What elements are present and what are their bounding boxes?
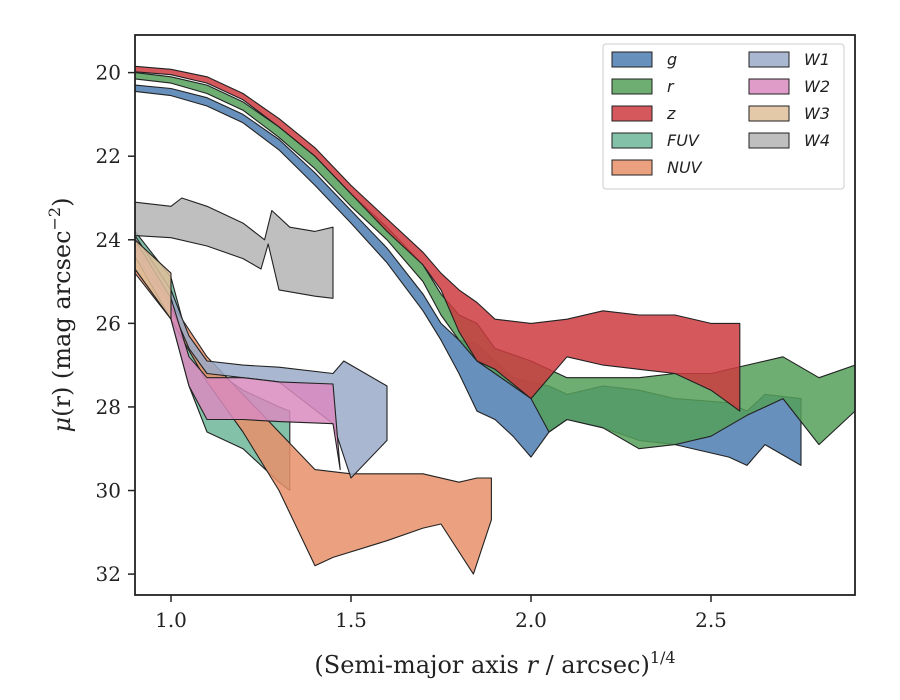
- legend-label-nuv: NUV: [667, 158, 703, 177]
- legend-swatch-w1: [748, 51, 790, 68]
- y-tick-label: 24: [96, 228, 121, 252]
- y-tick-label: 20: [96, 61, 121, 85]
- y-tick-label: 32: [96, 562, 121, 586]
- legend-label-w4: W4: [804, 131, 830, 150]
- legend-label-z: z: [666, 104, 676, 123]
- legend-swatch-w4: [748, 132, 790, 149]
- y-axis-label: μ(r) (mag arcsec−2): [45, 197, 76, 432]
- legend-swatch-w2: [748, 78, 790, 95]
- series-band-nuv: [134, 255, 492, 575]
- legend-label-g: g: [667, 50, 677, 69]
- x-tick-label: 2.0: [515, 608, 547, 632]
- legend-swatch-g: [611, 51, 653, 68]
- x-tick-label: 2.5: [695, 608, 727, 632]
- axis-layer: 1.0 1.5 2.0 2.5 20 22 24 26 28 30 32: [96, 61, 727, 632]
- legend-label-fuv: FUV: [667, 131, 700, 150]
- legend-swatch-z: [611, 105, 653, 122]
- legend: grz FUV NUV W1 W2 W3 W4: [602, 43, 845, 190]
- x-axis-label: (Semi-major axis r / arcsec)1/4: [314, 648, 675, 679]
- y-tick-label: 22: [96, 144, 121, 168]
- series-band-g: [134, 84, 802, 466]
- legend-label-w1: W1: [804, 50, 830, 69]
- legend-swatch-r: [611, 78, 653, 95]
- legend-swatch-nuv: [611, 159, 653, 176]
- series-band-w2: [134, 239, 341, 471]
- y-tick-label: 26: [96, 311, 121, 335]
- legend-swatch-w3: [748, 105, 790, 122]
- series-layer: [134, 65, 856, 575]
- series-band-w4: [134, 197, 334, 299]
- x-tick-label: 1.0: [155, 608, 187, 632]
- series-band-z: [134, 65, 741, 412]
- y-tick-label: 30: [96, 479, 121, 503]
- legend-label-w3: W3: [804, 104, 830, 123]
- legend-swatch-fuv: [611, 132, 653, 149]
- series-band-w1: [134, 235, 388, 479]
- legend-label-w2: W2: [804, 77, 830, 96]
- y-tick-label: 28: [96, 395, 121, 419]
- legend-label-r: r: [667, 77, 675, 96]
- x-tick-label: 1.5: [335, 608, 367, 632]
- plot-frame: [134, 34, 856, 596]
